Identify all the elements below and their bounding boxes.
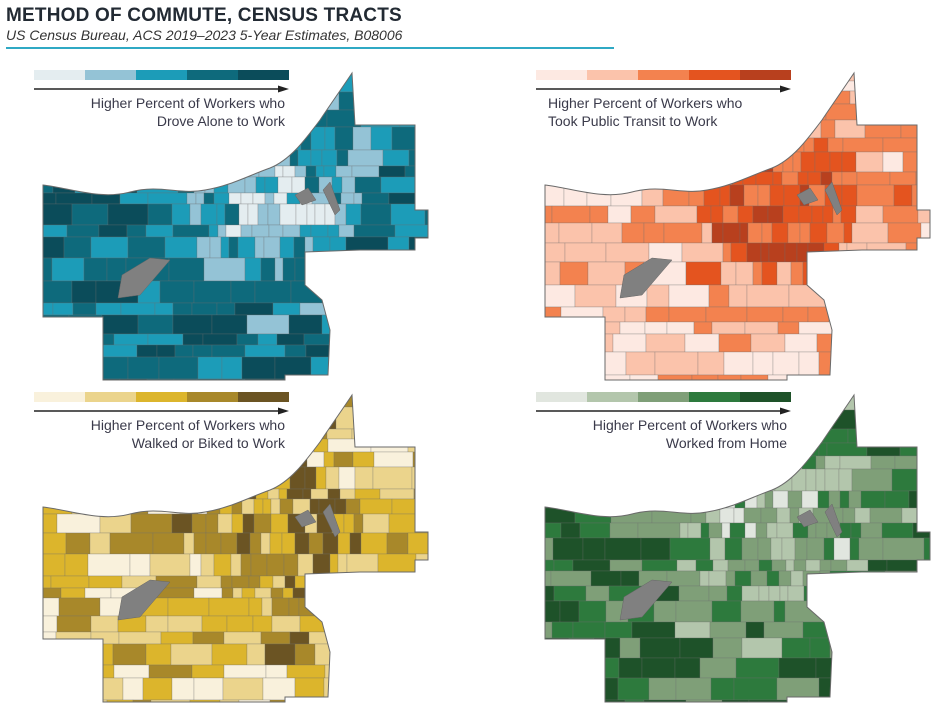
legend-label-line-1: Higher Percent of Workers who (90, 95, 285, 111)
legend-label-line-1: Higher Percent of Workers who (90, 417, 285, 433)
map-panel-public-transit: Higher Percent of Workers who Took Public… (532, 70, 948, 388)
legend-label-line-2: Worked from Home (665, 435, 787, 451)
legend-swatch-1 (34, 392, 85, 402)
legend-swatch-3 (638, 70, 689, 80)
legend-label: Higher Percent of Workers who Drove Alone… (34, 94, 285, 130)
legend-swatch-1 (536, 70, 587, 80)
legend-swatch-2 (85, 392, 136, 402)
legend-arrow-icon (34, 85, 289, 93)
county-outline (42, 393, 429, 703)
county-outline (42, 71, 429, 381)
legend-swatch-5 (238, 392, 289, 402)
legend-swatch-2 (587, 392, 638, 402)
legend-swatch-4 (689, 392, 740, 402)
page-title: METHOD OF COMMUTE, CENSUS TRACTS (6, 5, 402, 26)
legend-swatch-1 (536, 392, 587, 402)
county-outline (544, 71, 931, 381)
legend-swatch-4 (187, 392, 238, 402)
legend-color-scale (536, 392, 791, 402)
legend-label: Higher Percent of Workers who Walked or B… (34, 416, 285, 452)
legend-swatch-4 (689, 70, 740, 80)
county-outline (544, 393, 931, 703)
legend-label-line-1: Higher Percent of Workers who (548, 95, 743, 111)
legend-swatch-5 (740, 392, 791, 402)
map-panel-drove-alone: Higher Percent of Workers who Drove Alone… (30, 70, 450, 388)
legend-swatch-5 (238, 70, 289, 80)
legend-arrow-icon (34, 407, 289, 415)
legend-label: Higher Percent of Workers who Took Public… (548, 94, 799, 130)
legend-arrow-icon (536, 85, 791, 93)
legend-arrow-icon (536, 407, 791, 415)
legend-label-line-2: Walked or Biked to Work (131, 435, 285, 451)
legend-swatch-3 (136, 392, 187, 402)
legend-color-scale (34, 392, 289, 402)
legend-swatch-2 (85, 70, 136, 80)
county-choropleth-map (544, 71, 931, 381)
legend-color-scale (34, 70, 289, 80)
map-panel-walked-biked: Higher Percent of Workers who Walked or B… (30, 392, 450, 710)
legend-label-line-2: Took Public Transit to Work (548, 113, 718, 129)
legend-label-line-1: Higher Percent of Workers who (592, 417, 787, 433)
legend-swatch-3 (136, 70, 187, 80)
header: METHOD OF COMMUTE, CENSUS TRACTS US Cens… (6, 5, 614, 49)
legend-label-line-2: Drove Alone to Work (156, 113, 285, 129)
map-panel-worked-from-home: Higher Percent of Workers who Worked from… (532, 392, 948, 710)
legend-color-scale (536, 70, 791, 80)
county-choropleth-map (42, 71, 429, 381)
legend-swatch-3 (638, 392, 689, 402)
legend-swatch-1 (34, 70, 85, 80)
county-choropleth-map (544, 393, 931, 703)
legend-swatch-5 (740, 70, 791, 80)
legend-label: Higher Percent of Workers who Worked from… (536, 416, 787, 452)
title-rule (6, 47, 614, 49)
legend-swatch-2 (587, 70, 638, 80)
legend-swatch-4 (187, 70, 238, 80)
page-subtitle: US Census Bureau, ACS 2019–2023 5-Year E… (6, 27, 403, 43)
